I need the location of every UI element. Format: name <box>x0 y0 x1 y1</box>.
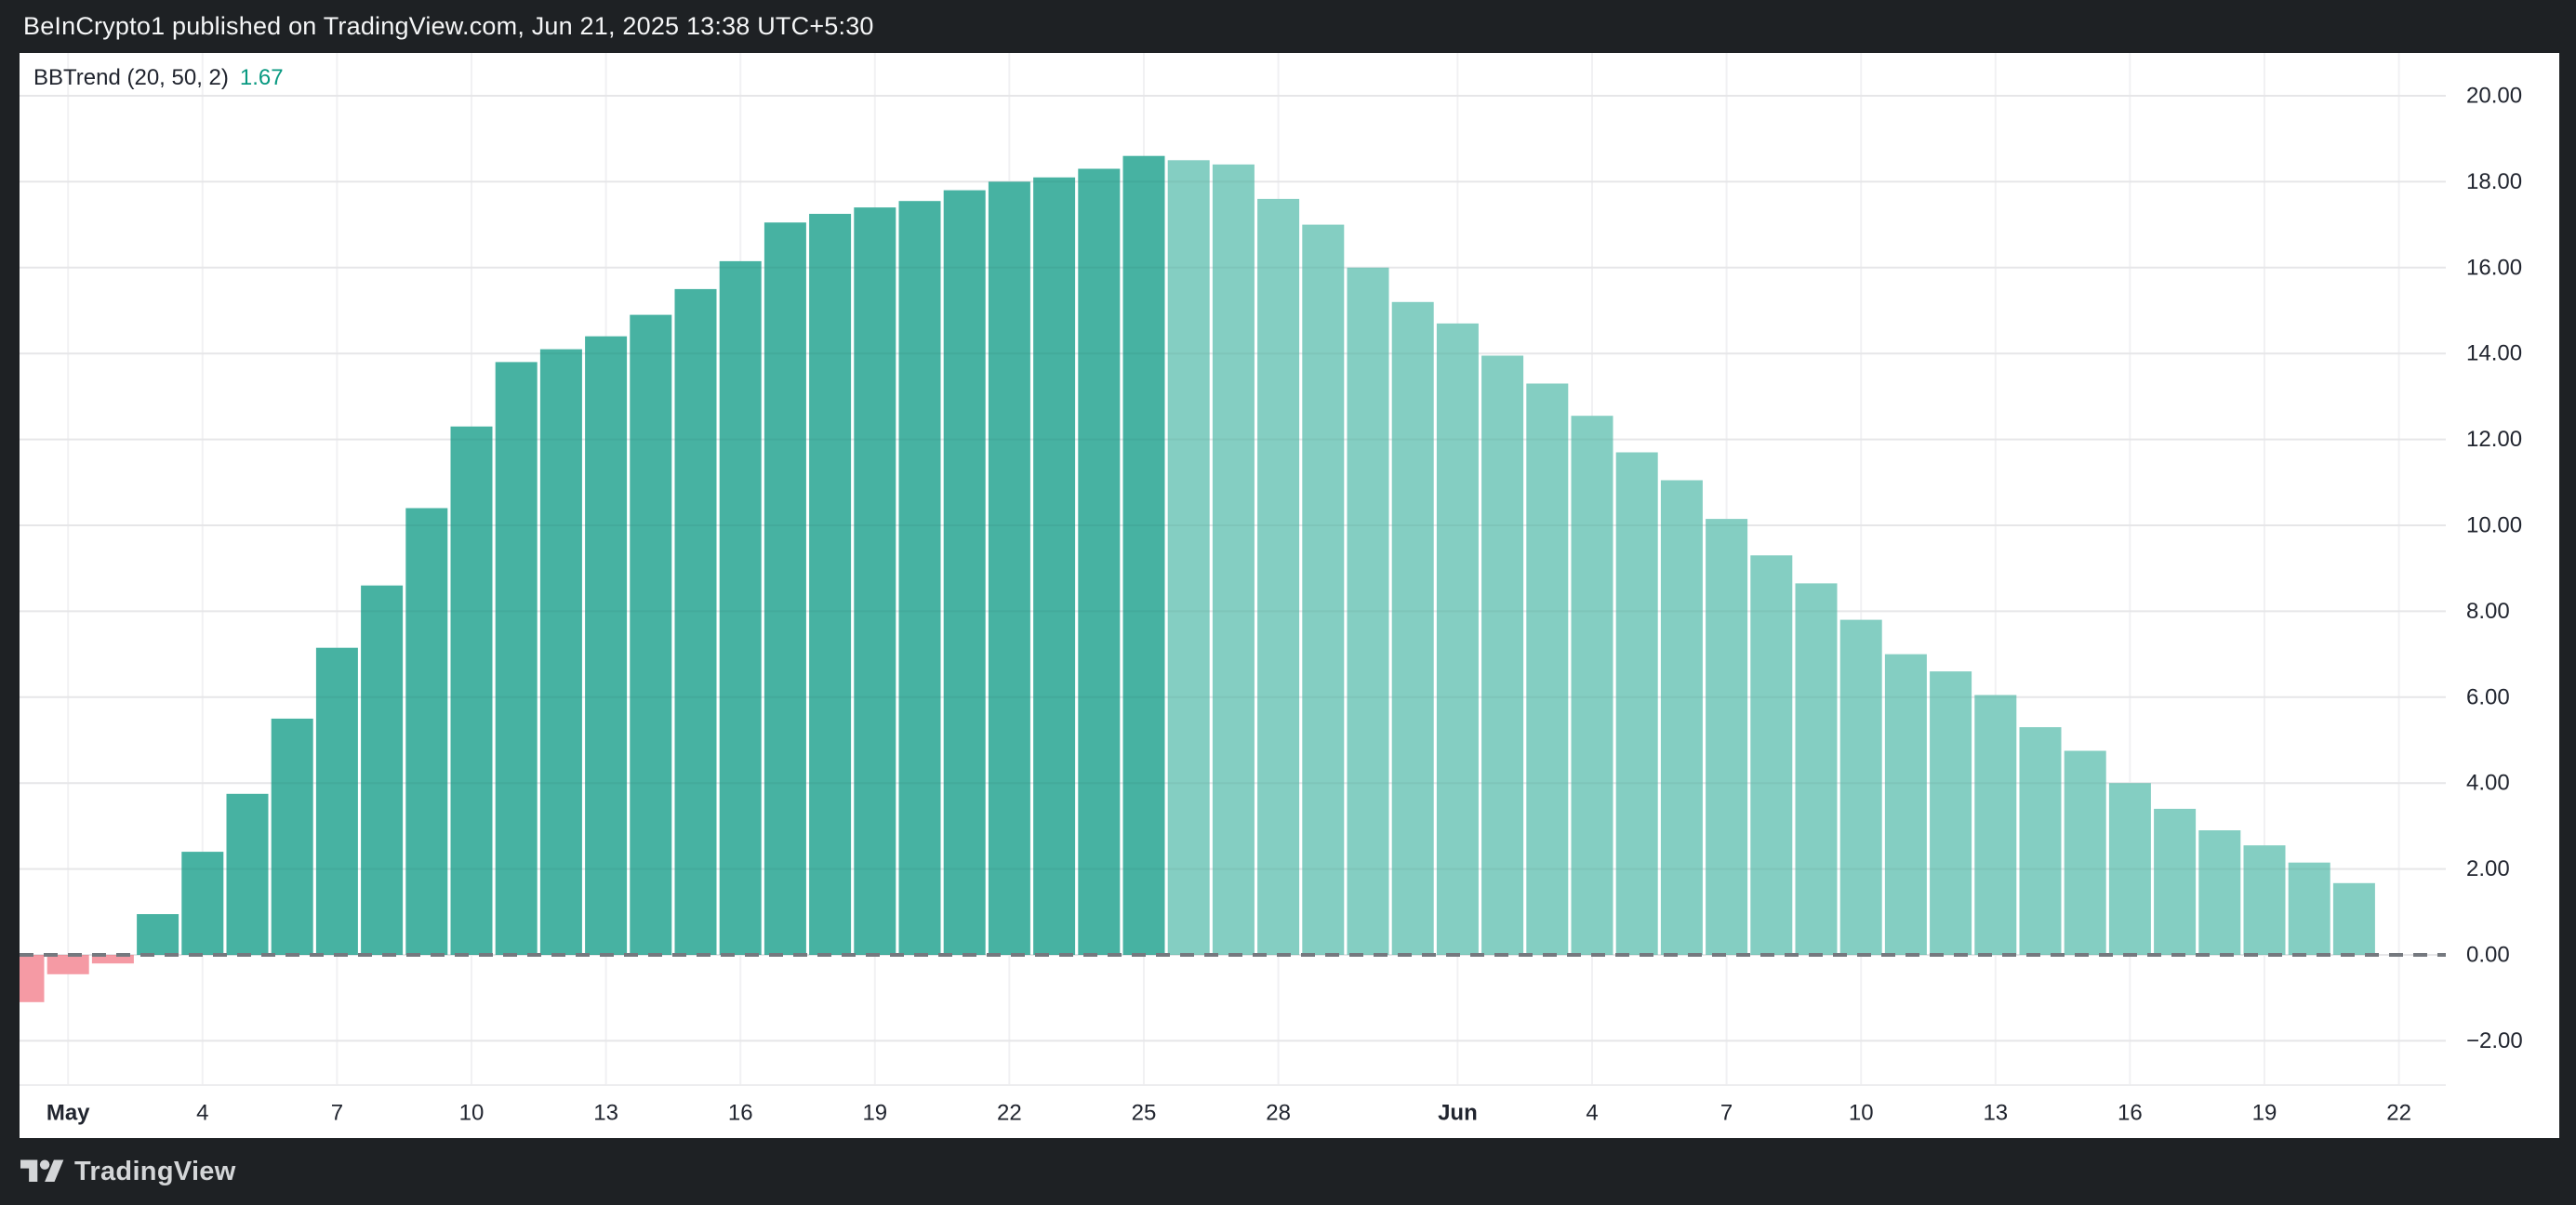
histogram-bar[interactable]: May 26: 18.5 <box>1167 160 1210 956</box>
histogram-bar[interactable]: Jun 18: 2.9 <box>2198 830 2241 955</box>
histogram-bar[interactable]: Jun 6: 11.05 <box>1660 480 1703 956</box>
histogram-bar[interactable]: Jun 10: 7.8 <box>1839 619 1882 955</box>
histogram-bar[interactable]: May 21: 17.8 <box>943 190 986 956</box>
histogram-bar[interactable]: May 20: 17.55 <box>898 201 941 955</box>
histogram-bar[interactable]: May 12: 14.1 <box>539 349 582 956</box>
time-scale-label[interactable]: 16 <box>2118 1101 2143 1126</box>
price-scale-label[interactable]: 10.00 <box>2466 513 2522 538</box>
footer-bar: TradingView <box>0 1138 2576 1205</box>
histogram-bar[interactable]: May 4: 2.4 <box>181 852 224 955</box>
histogram-bar[interactable]: May 31: 15.2 <box>1391 301 1434 955</box>
histogram-bar[interactable]: Jun 19: 2.55 <box>2243 845 2286 955</box>
time-scale-label[interactable]: Jun <box>1438 1101 1478 1126</box>
histogram-bar[interactable]: May 16: 16.15 <box>719 260 762 955</box>
histogram-bar[interactable]: Jun 3: 13.3 <box>1526 383 1569 956</box>
histogram-bar[interactable]: May 6: 5.5 <box>271 718 313 955</box>
histogram-bar[interactable]: May 15: 15.5 <box>674 288 717 955</box>
time-scale-label[interactable]: 13 <box>1983 1101 2008 1126</box>
tradingview-logo-icon <box>20 1159 64 1182</box>
histogram-bar[interactable]: May 14: 14.9 <box>630 314 672 956</box>
time-scale-label[interactable]: 4 <box>1586 1101 1598 1126</box>
histogram-bar[interactable]: May 3: 0.95 <box>137 914 179 955</box>
histogram-bar[interactable]: May 25: 18.6 <box>1122 155 1165 955</box>
histogram-bar[interactable]: May 5: 3.75 <box>226 793 269 956</box>
header-bar: BeInCrypto1 published on TradingView.com… <box>0 0 2576 53</box>
histogram-bar[interactable]: Jun 8: 9.3 <box>1750 555 1793 955</box>
histogram-bar[interactable]: May 8: 8.6 <box>361 585 404 955</box>
indicator-title: BBTrend (20, 50, 2) <box>33 65 229 90</box>
histogram-bar[interactable]: May 24: 18.3 <box>1078 168 1121 956</box>
price-scale-label[interactable]: 18.00 <box>2466 169 2522 194</box>
histogram-bar[interactable]: May 7: 7.15 <box>315 647 358 955</box>
histogram-bar[interactable]: Jun 20: 2.15 <box>2288 862 2330 955</box>
histogram-bar[interactable]: Jun 21: 1.67 <box>2332 882 2375 955</box>
price-scale-label[interactable]: 12.00 <box>2466 427 2522 452</box>
histogram-bar[interactable]: Jun 4: 12.55 <box>1571 416 1613 955</box>
histogram-bar[interactable]: Jun 16: 4 <box>2108 783 2151 955</box>
price-scale-label[interactable]: 20.00 <box>2466 84 2522 109</box>
histogram-bar[interactable]: May 18: 17.25 <box>809 214 852 955</box>
histogram-bar[interactable]: Jun 9: 8.65 <box>1795 583 1838 955</box>
histogram-bar[interactable]: Jun 15: 4.75 <box>2064 750 2106 956</box>
publish-attribution-text: BeInCrypto1 published on TradingView.com… <box>23 12 874 40</box>
histogram-bar[interactable]: Jun 14: 5.3 <box>2019 727 2062 955</box>
histogram-bar[interactable]: May 29: 17 <box>1302 224 1345 956</box>
histogram-bar[interactable]: May 2: -0.2 <box>91 955 134 964</box>
chart-pane[interactable]: Apr 30: -1.1 May 1: -0.45 May 2: -0.2 Ma… <box>20 53 2559 1138</box>
histogram-bar[interactable]: Jun 2: 13.95 <box>1481 355 1524 956</box>
histogram-bar[interactable]: May 1: -0.45 <box>46 955 89 974</box>
histogram-bar[interactable]: Jun 17: 3.4 <box>2154 808 2197 955</box>
tradingview-brand[interactable]: TradingView <box>0 1155 236 1189</box>
indicator-legend[interactable]: BBTrend (20, 50, 2) 1.67 <box>33 65 284 91</box>
histogram-bar[interactable]: Jun 13: 6.05 <box>1974 695 2017 956</box>
histogram-bar[interactable]: May 19: 17.4 <box>854 207 896 956</box>
histogram-bar[interactable]: May 28: 17.6 <box>1257 198 1300 955</box>
price-scale-label[interactable]: 4.00 <box>2466 771 2510 796</box>
time-scale-label[interactable]: 10 <box>459 1101 485 1126</box>
time-scale-label[interactable]: 22 <box>997 1101 1022 1126</box>
histogram-bar[interactable]: May 17: 17.05 <box>764 222 806 956</box>
time-scale-label[interactable]: 13 <box>593 1101 618 1126</box>
time-scale-label[interactable]: 22 <box>2386 1101 2411 1126</box>
indicator-value: 1.67 <box>239 65 284 90</box>
histogram-bar[interactable]: May 22: 18 <box>988 181 1030 955</box>
histogram-bar[interactable]: May 23: 18.1 <box>1033 177 1076 956</box>
histogram-bar[interactable]: May 9: 10.4 <box>405 508 448 956</box>
histogram-bar[interactable]: Jun 5: 11.7 <box>1615 452 1658 956</box>
time-scale-label[interactable]: 25 <box>1132 1101 1157 1126</box>
time-scale-label[interactable]: 7 <box>1720 1101 1733 1126</box>
histogram-bar[interactable]: Jun 7: 10.15 <box>1706 519 1748 955</box>
time-scale-label[interactable]: 4 <box>196 1101 208 1126</box>
histogram-bar[interactable]: May 11: 13.8 <box>495 362 538 955</box>
price-scale-label[interactable]: 16.00 <box>2466 255 2522 280</box>
histogram-bar[interactable]: May 27: 18.4 <box>1212 164 1255 955</box>
histogram-bar[interactable]: Jun 11: 7 <box>1884 654 1927 955</box>
price-scale-label[interactable]: 6.00 <box>2466 684 2510 709</box>
price-scale-label[interactable]: 0.00 <box>2466 943 2510 968</box>
time-scale-label[interactable]: 28 <box>1266 1101 1291 1126</box>
histogram-bar[interactable]: May 30: 16 <box>1347 267 1389 955</box>
time-scale-label[interactable]: 7 <box>331 1101 343 1126</box>
histogram-bar[interactable]: May 13: 14.4 <box>585 336 628 955</box>
time-scale-label[interactable]: 10 <box>1849 1101 1874 1126</box>
histogram-bar[interactable]: Apr 30: -1.1 <box>20 955 45 1002</box>
time-scale-label[interactable]: 19 <box>2252 1101 2277 1126</box>
price-scale-label[interactable]: 2.00 <box>2466 856 2510 881</box>
bbtrend-histogram-chart[interactable]: Apr 30: -1.1 May 1: -0.45 May 2: -0.2 Ma… <box>20 53 2559 1138</box>
price-scale-label[interactable]: 8.00 <box>2466 599 2510 624</box>
histogram-bar[interactable]: Jun 1: 14.7 <box>1436 323 1479 955</box>
histogram-bar[interactable]: May 10: 12.3 <box>450 426 493 955</box>
histogram-bar[interactable]: Jun 12: 6.6 <box>1930 671 1972 955</box>
tradingview-wordmark: TradingView <box>74 1156 236 1186</box>
price-scale-label[interactable]: −2.00 <box>2466 1028 2523 1053</box>
time-scale-label[interactable]: 19 <box>862 1101 887 1126</box>
time-scale-label[interactable]: 16 <box>728 1101 753 1126</box>
time-scale-label[interactable]: May <box>46 1101 90 1126</box>
price-scale-label[interactable]: 14.00 <box>2466 341 2522 366</box>
